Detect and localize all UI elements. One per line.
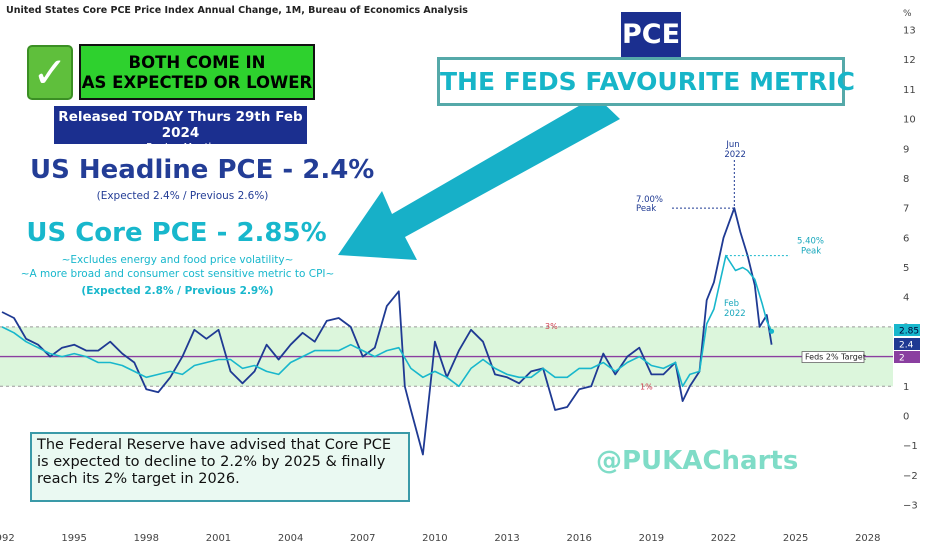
- y-tick-13: 13: [903, 26, 916, 37]
- chart-title: United States Core PCE Price Index Annua…: [6, 5, 468, 16]
- release-line1: Released TODAY Thurs 29th Feb 2024: [58, 109, 303, 141]
- last-value-target: 2: [899, 354, 905, 364]
- y-tick-8: 8: [903, 174, 909, 185]
- x-tick-2010: 2010: [422, 533, 447, 544]
- last-value-target-box: [894, 351, 920, 363]
- annot-peak-text1: 7.00%: [636, 195, 663, 205]
- last-value-core: 2.85: [899, 327, 919, 337]
- band-upper-label: 3%: [545, 322, 558, 331]
- x-tick-1998: 1998: [134, 533, 159, 544]
- x-tick-2013: 2013: [494, 533, 519, 544]
- x-tick-2025: 2025: [783, 533, 808, 544]
- both-line1: BOTH COME IN: [128, 53, 266, 72]
- feds-metric-banner: THE FEDS FAVOURITE METRIC: [437, 57, 855, 106]
- annot-peak-text2: Peak: [636, 204, 656, 214]
- x-tick-2022: 2022: [711, 533, 736, 544]
- annot-core-peak-text2: Peak: [801, 247, 821, 257]
- annot-feb-text2: 2022: [724, 309, 746, 319]
- x-tick-2007: 2007: [350, 533, 375, 544]
- core-note2: ~A more broad and consumer cost sensitiv…: [20, 268, 335, 280]
- y-tick-9: 9: [903, 144, 909, 155]
- headline-pce-title: US Headline PCE - 2.4%: [30, 155, 375, 185]
- core-pce-title: US Core PCE - 2.85%: [26, 218, 327, 248]
- target-label: Feds 2% Target: [805, 353, 866, 362]
- series-line-0: [1, 207, 773, 456]
- release-banner: Released TODAY Thurs 29th Feb 2024 For J…: [54, 106, 307, 153]
- both-line2: AS EXPECTED OR LOWER: [81, 73, 313, 92]
- core-note1: ~Excludes energy and food price volatili…: [61, 254, 294, 266]
- y-tick-12: 12: [903, 55, 916, 66]
- y-tick-7: 7: [903, 204, 909, 215]
- x-tick-2016: 2016: [566, 533, 591, 544]
- core-last-point: [769, 328, 775, 334]
- y-tick-11: 11: [903, 85, 916, 96]
- headline-pce-sub: (Expected 2.4% / Previous 2.6%): [96, 190, 269, 202]
- y-tick-6: 6: [903, 233, 909, 244]
- y-tick--3: −3: [903, 501, 918, 512]
- x-tick-2028: 2028: [855, 533, 880, 544]
- annot-feb-text1: Feb: [724, 299, 739, 309]
- fed-note-box: The Federal Reserve have advised that Co…: [30, 432, 410, 502]
- y-tick--1: −1: [903, 441, 918, 452]
- annot-core-peak-text1: 5.40%: [797, 237, 824, 247]
- both-expected-badge: BOTH COME IN AS EXPECTED OR LOWER: [79, 44, 315, 100]
- last-value-headline-box: [894, 338, 920, 350]
- unit-label: %: [903, 9, 912, 19]
- x-tick-2004: 2004: [278, 533, 303, 544]
- y-tick-0: 0: [903, 411, 909, 422]
- y-tick-10: 10: [903, 115, 916, 126]
- pce-badge: PCE: [621, 12, 681, 58]
- core-pce-notes: ~Excludes energy and food price volatili…: [0, 253, 355, 281]
- core-pce-sub: (Expected 2.8% / Previous 2.9%): [81, 285, 274, 297]
- y-tick-4: 4: [903, 293, 909, 304]
- series-line-1: [1, 254, 773, 388]
- y-tick-5: 5: [903, 263, 909, 274]
- band-lower-label: 1%: [640, 382, 653, 391]
- watermark: @PUKACharts: [596, 446, 799, 476]
- annot-jun-text1: Jun: [725, 140, 739, 150]
- last-value-core-box: [894, 324, 920, 336]
- annot-jun-text2: 2022: [724, 150, 746, 160]
- release-line2: For Jan Month: [146, 142, 215, 153]
- y-tick--2: −2: [903, 471, 918, 482]
- pointer-arrow: [338, 96, 620, 260]
- check-icon: ✓: [27, 45, 73, 100]
- last-value-headline: 2.4: [899, 341, 914, 351]
- x-tick-1995: 1995: [61, 533, 86, 544]
- y-tick-1: 1: [903, 382, 909, 393]
- x-tick-2019: 2019: [639, 533, 664, 544]
- x-tick-1992: 1992: [0, 533, 15, 544]
- target-label-box: Feds 2% Target: [801, 351, 866, 363]
- x-tick-2001: 2001: [206, 533, 231, 544]
